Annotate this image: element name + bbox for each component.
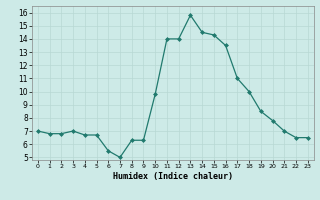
X-axis label: Humidex (Indice chaleur): Humidex (Indice chaleur)	[113, 172, 233, 181]
